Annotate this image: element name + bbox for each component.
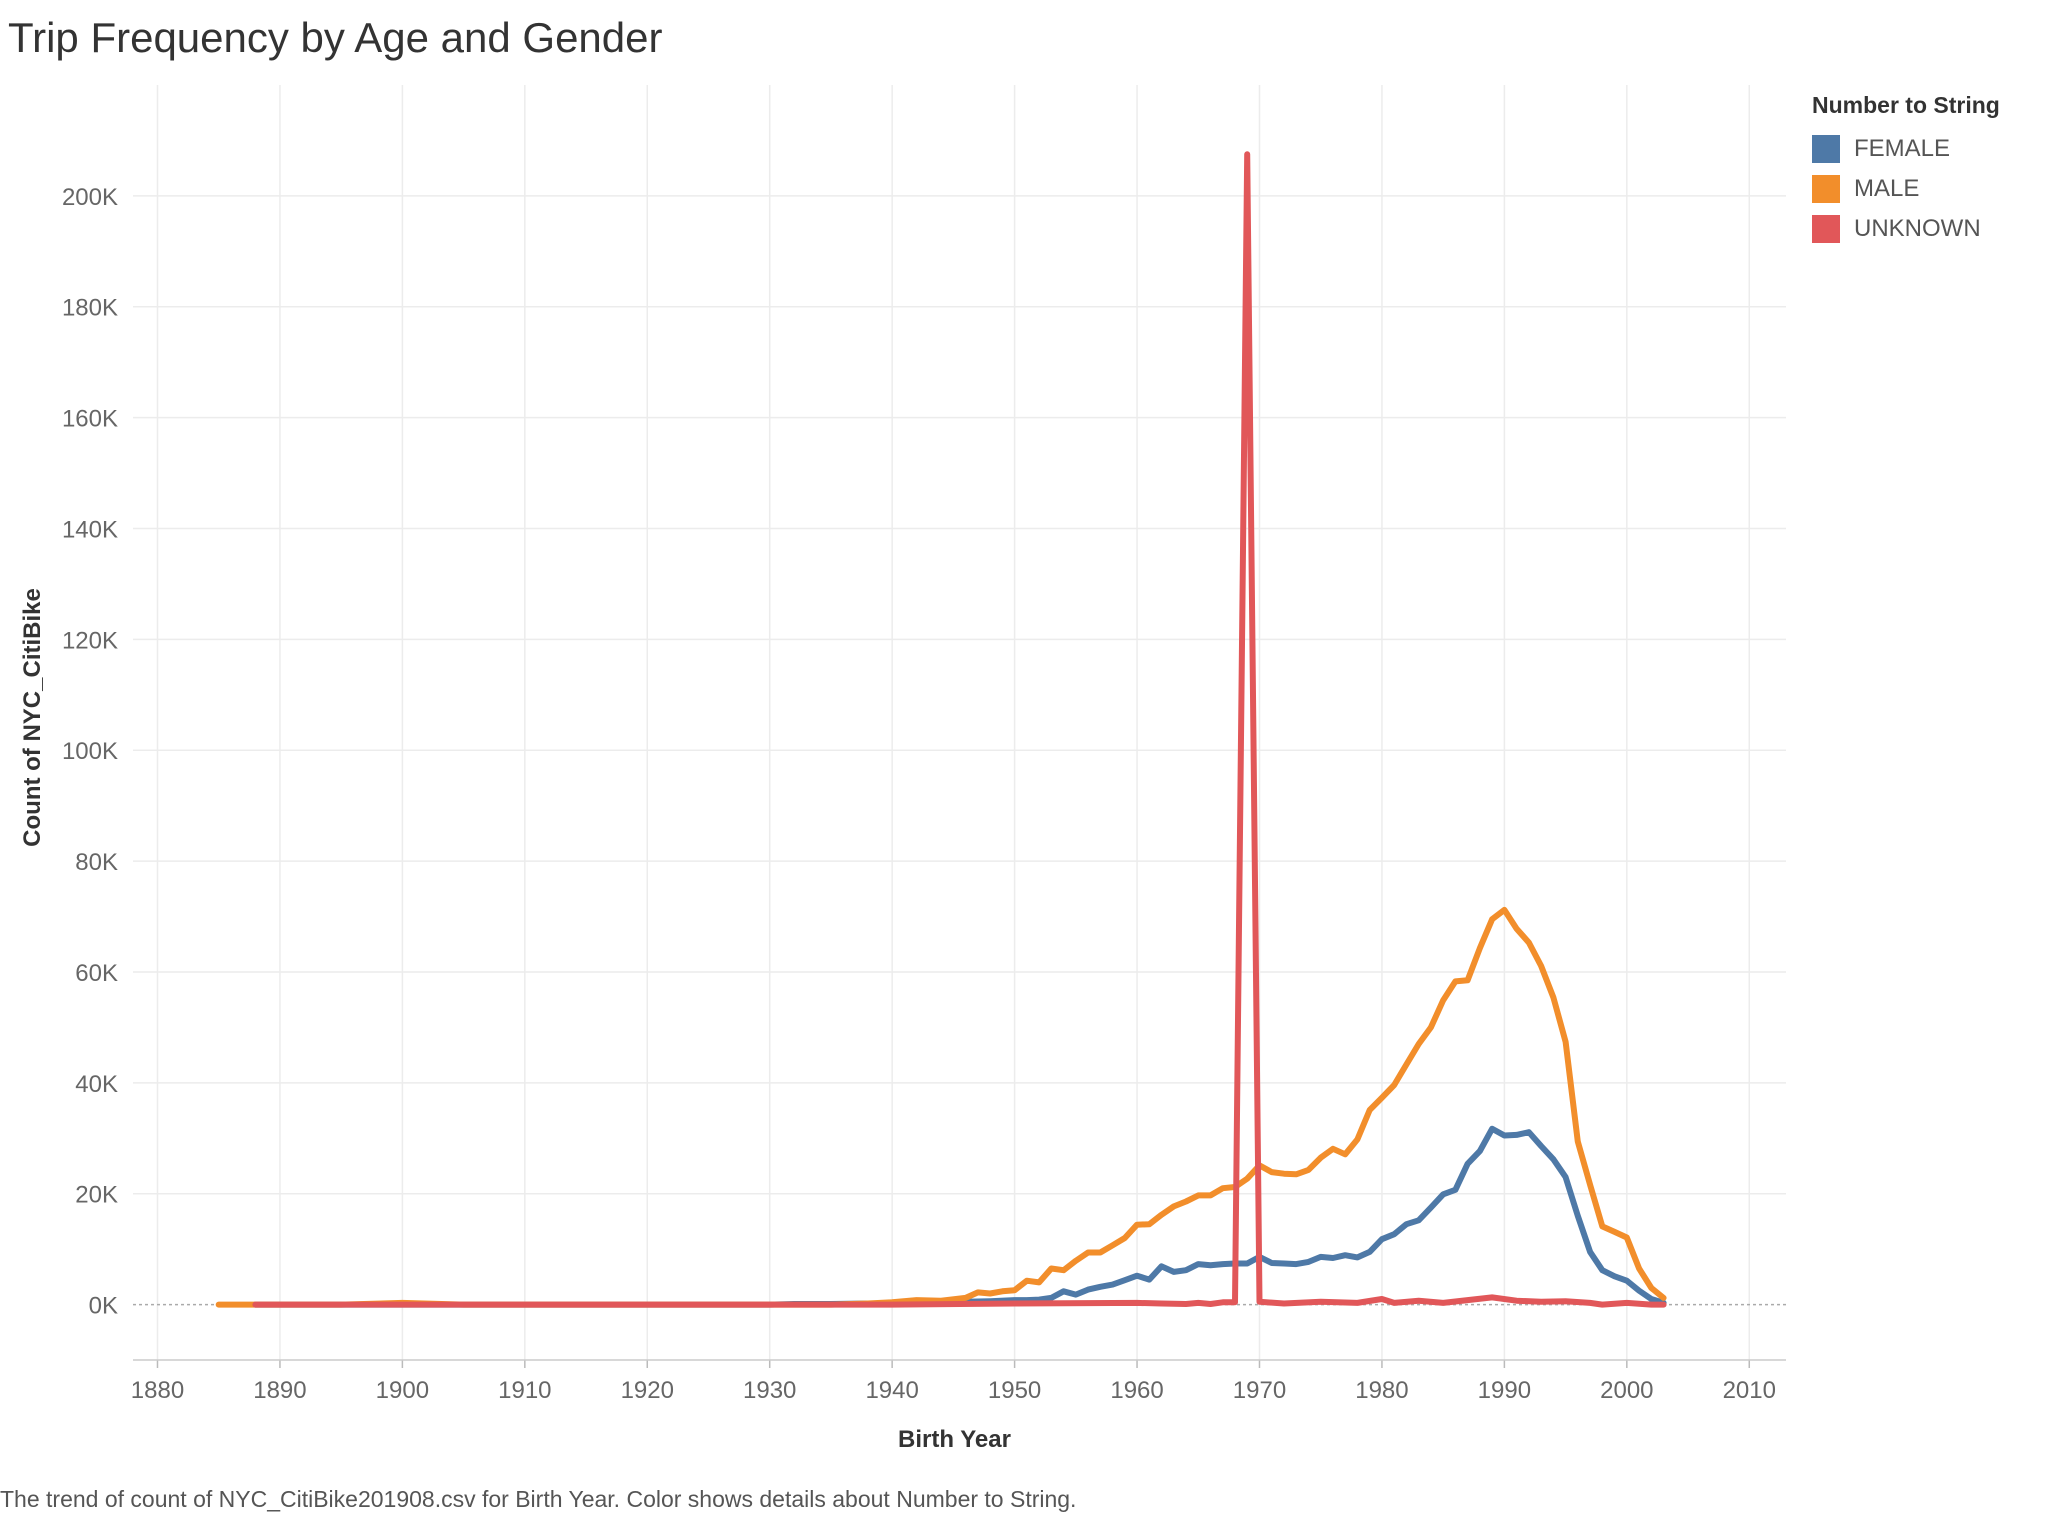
series-layer <box>215 151 1667 1308</box>
x-axis-title: Birth Year <box>898 1426 1011 1453</box>
x-tick-label: 1910 <box>498 1377 551 1404</box>
series-line-male <box>215 906 1667 1308</box>
y-tick-label: 100K <box>62 738 118 765</box>
legend-label-unknown: UNKNOWN <box>1854 215 1981 242</box>
x-tick-label: 1920 <box>621 1377 674 1404</box>
x-tick-label: 1970 <box>1233 1377 1286 1404</box>
y-tick-label: 160K <box>62 406 118 433</box>
y-axis-title: Count of NYC_CitiBike <box>19 588 46 847</box>
legend-title: Number to String <box>1812 92 2000 118</box>
y-tick-label: 180K <box>62 295 118 322</box>
y-tick-label: 40K <box>75 1071 118 1098</box>
axis-layer <box>133 1303 1786 1368</box>
x-tick-label: 1960 <box>1110 1377 1163 1404</box>
x-tick-label: 2010 <box>1723 1377 1776 1404</box>
legend-swatch-male <box>1812 175 1840 203</box>
y-tick-label: 140K <box>62 516 118 543</box>
x-tick-label: 1980 <box>1355 1377 1408 1404</box>
x-tick-label: 1900 <box>376 1377 429 1404</box>
series-line-female <box>252 1125 1667 1308</box>
label-layer: 1880 1890 1900 1910 1920 1930 1940 1950 1960 1970… <box>19 184 1776 1453</box>
y-tick-label: 80K <box>75 849 118 876</box>
x-tick-label: 1890 <box>253 1377 306 1404</box>
x-tick-label: 1880 <box>131 1377 184 1404</box>
legend: Number to String FEMALE MALE UNKNOWN <box>1812 92 2000 249</box>
legend-label-female: FEMALE <box>1854 135 1951 162</box>
series-line-unknown <box>252 151 1667 1308</box>
legend-swatch-unknown <box>1812 215 1840 243</box>
y-tick-label: 60K <box>75 960 118 987</box>
chart-caption: The trend of count of NYC_CitiBike201908… <box>0 1486 1077 1512</box>
chart-title: Trip Frequency by Age and Gender <box>8 14 663 61</box>
grid-layer <box>133 85 1786 1360</box>
y-tick-label: 120K <box>62 627 118 654</box>
y-tick-label: 200K <box>62 184 118 211</box>
x-tick-label: 1940 <box>865 1377 918 1404</box>
legend-swatch-female <box>1812 135 1840 163</box>
y-tick-label: 20K <box>75 1182 118 1209</box>
legend-item-male[interactable]: MALE <box>1812 169 2000 209</box>
legend-item-female[interactable]: FEMALE <box>1812 129 2000 169</box>
x-tick-label: 1950 <box>988 1377 1041 1404</box>
x-tick-label: 2000 <box>1600 1377 1653 1404</box>
y-tick-label: 0K <box>89 1293 118 1320</box>
x-tick-label: 1990 <box>1478 1377 1531 1404</box>
legend-item-unknown[interactable]: UNKNOWN <box>1812 209 2000 249</box>
x-tick-label: 1930 <box>743 1377 796 1404</box>
legend-label-male: MALE <box>1854 175 1920 202</box>
